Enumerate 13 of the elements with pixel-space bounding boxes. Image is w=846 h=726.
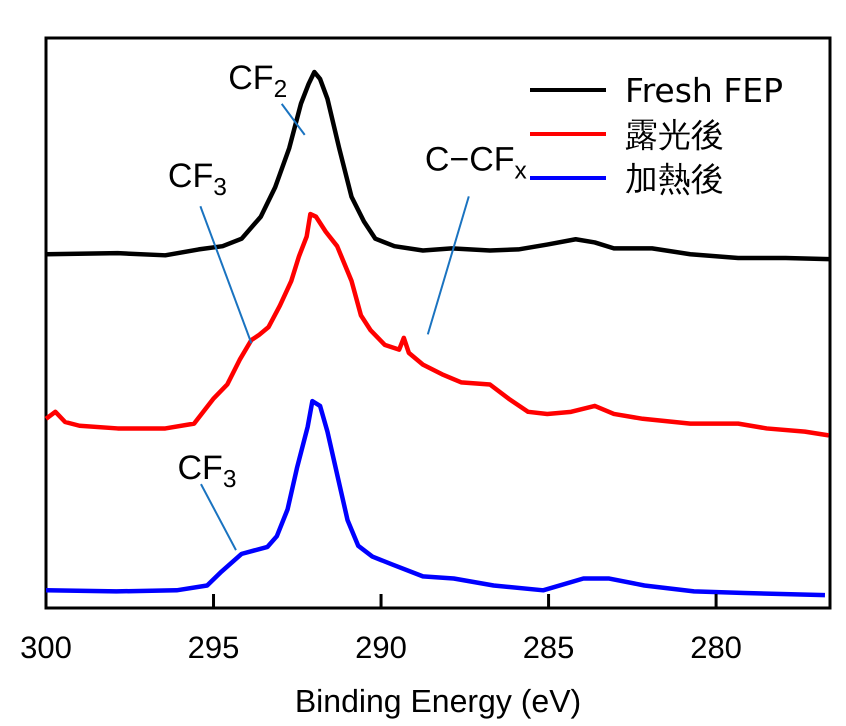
legend-label: 露光後 [625,115,724,154]
annotation: CF$_{3}$ [178,449,236,494]
x-tick-label: 280 [690,630,742,665]
x-tick-label: 300 [20,630,72,665]
legend-label: Fresh FEP [625,71,784,110]
x-axis-title: Binding Energy (eV) [294,683,582,719]
annotation: CF$_{2}$ [228,58,288,104]
annotation: C−CF$_{x}$ [424,140,527,185]
legend-label: 加熱後 [625,159,724,198]
x-tick-label: 295 [188,630,240,665]
x-tick-label: 290 [355,630,407,665]
annotation: CF$_{3}$ [168,157,227,202]
x-tick-label: 285 [522,630,574,665]
